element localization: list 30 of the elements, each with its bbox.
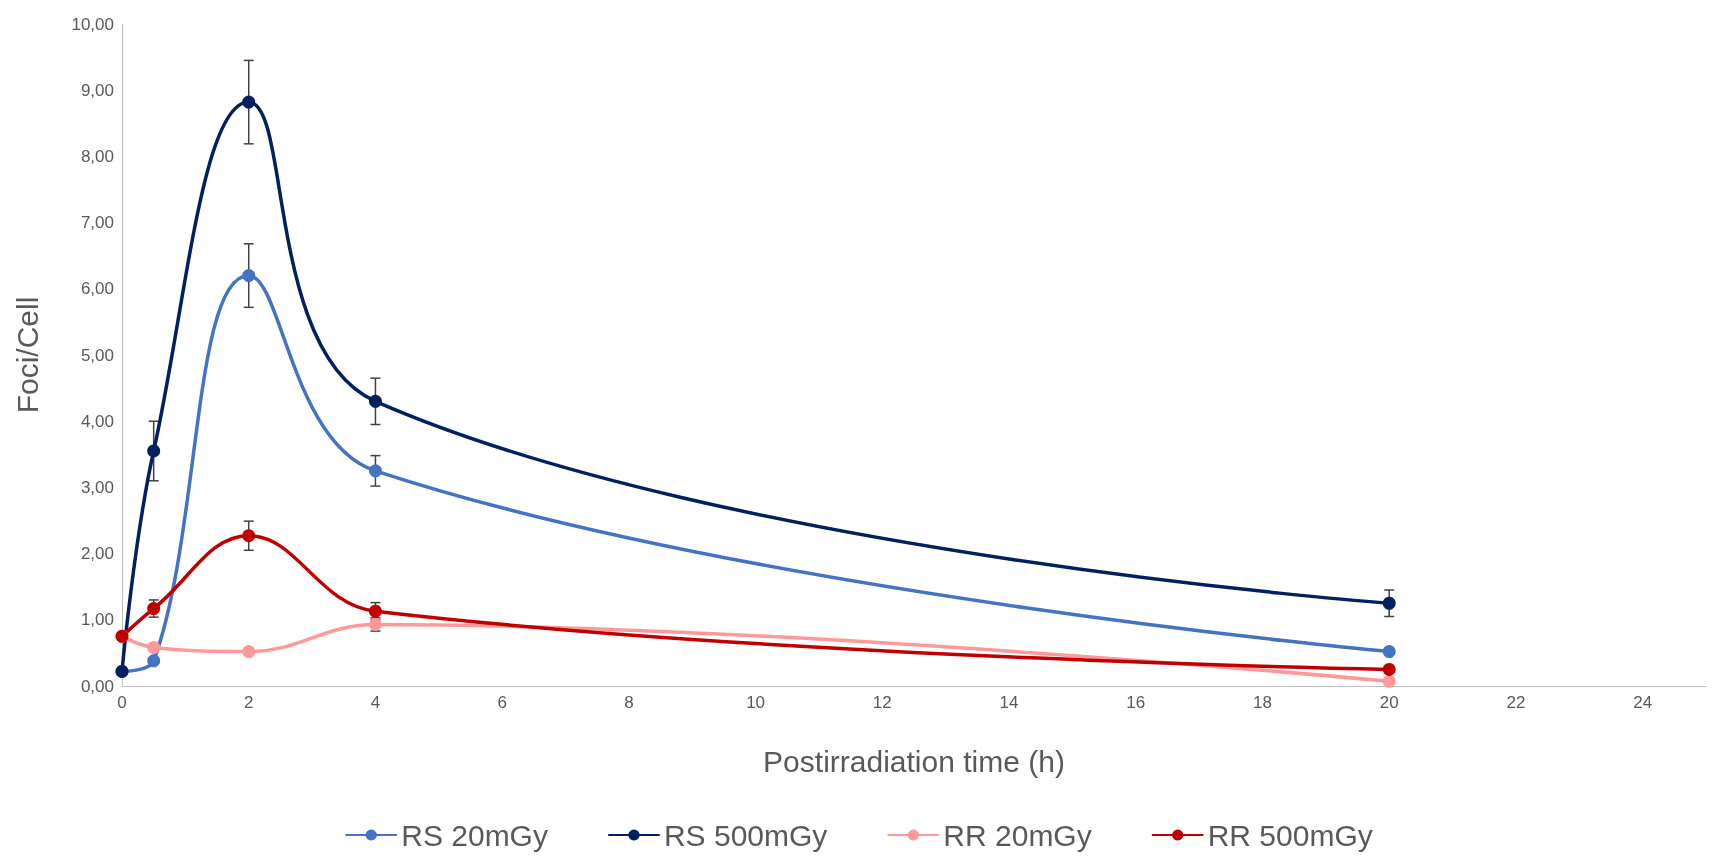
x-tick-label: 18 bbox=[1253, 693, 1272, 712]
y-tick-label: 8,00 bbox=[80, 146, 114, 166]
x-tick-label: 12 bbox=[872, 693, 892, 712]
y-tick-label: 3,00 bbox=[80, 477, 114, 497]
x-tick-label: 2 bbox=[243, 693, 254, 712]
x-tick-label: 10 bbox=[746, 693, 766, 712]
legend-label: RR 20mGy bbox=[943, 818, 1092, 852]
y-tick-label: 9,00 bbox=[80, 80, 114, 100]
legend-label: RS 20mGy bbox=[401, 818, 548, 852]
y-tick-label: 5,00 bbox=[80, 345, 114, 365]
x-tick-label: 24 bbox=[1633, 693, 1653, 712]
y-tick-label: 10,00 bbox=[71, 14, 114, 34]
y-tick-label: 7,00 bbox=[80, 213, 114, 233]
x-tick-label: 4 bbox=[370, 693, 381, 712]
legend-label: RS 500mGy bbox=[663, 818, 828, 852]
y-tick-label: 4,00 bbox=[80, 411, 114, 431]
x-tick-label: 16 bbox=[1126, 693, 1146, 712]
y-tick-label: 2,00 bbox=[80, 544, 114, 564]
y-tick-label: 0,00 bbox=[80, 676, 114, 696]
y-tick-label: 1,00 bbox=[80, 610, 114, 630]
x-tick-label: 14 bbox=[999, 693, 1019, 712]
x-tick-label: 0 bbox=[117, 693, 127, 712]
x-tick-label: 20 bbox=[1379, 693, 1399, 712]
x-axis-title: Postirradiation time (h) bbox=[763, 744, 1065, 778]
x-tick-label: 8 bbox=[624, 693, 634, 712]
legend-label: RR 500mGy bbox=[1207, 818, 1373, 852]
x-tick-label: 6 bbox=[497, 693, 507, 712]
y-axis-title: Foci/Cell bbox=[10, 296, 44, 414]
y-tick-label: 6,00 bbox=[80, 279, 114, 299]
x-tick-label: 22 bbox=[1506, 693, 1526, 712]
